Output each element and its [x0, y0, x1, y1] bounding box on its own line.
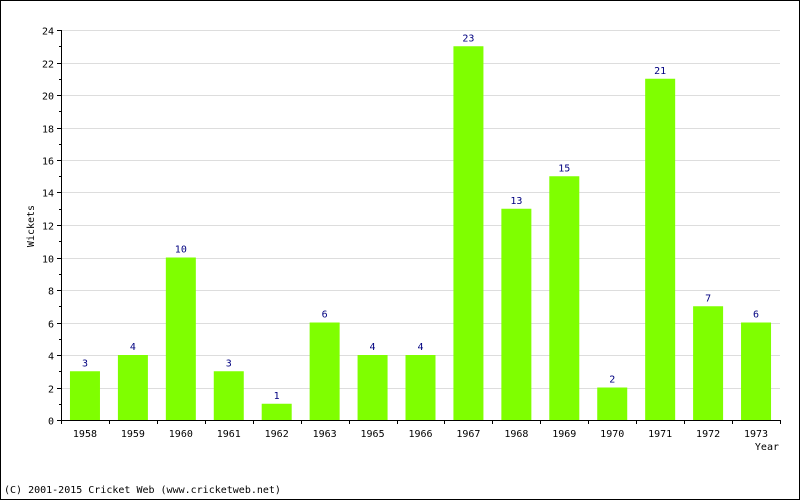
- data-label: 10: [175, 245, 187, 256]
- data-label: 4: [417, 342, 423, 353]
- bar: [213, 371, 244, 420]
- data-label: 6: [753, 310, 759, 321]
- x-tick-label: 1961: [217, 429, 241, 440]
- data-label: 6: [322, 310, 328, 321]
- bar: [741, 322, 772, 420]
- bar: [645, 78, 676, 420]
- x-tick-label: 1973: [744, 429, 768, 440]
- data-label: 4: [130, 342, 136, 353]
- y-axis-label: Wickets: [26, 205, 37, 247]
- bar: [693, 306, 724, 420]
- y-tick-label: 4: [48, 352, 54, 363]
- y-tick-label: 14: [42, 189, 54, 200]
- axes: [57, 30, 781, 424]
- bar: [549, 176, 580, 420]
- bar: [261, 403, 292, 420]
- bar: [453, 46, 484, 420]
- x-tick-label: 1972: [696, 429, 720, 440]
- y-tick-label: 22: [42, 60, 54, 71]
- data-label: 15: [558, 163, 570, 174]
- x-tick-label: 1958: [73, 429, 97, 440]
- x-tick-labels: 1958 1959 1960 1961 1962 1963 1965 1966 1967 1968…: [73, 429, 768, 440]
- bar: [165, 257, 196, 420]
- bars: [69, 46, 772, 420]
- bar: [117, 355, 148, 420]
- y-tick-label: 24: [42, 27, 54, 38]
- y-tick-label: 6: [48, 320, 54, 331]
- y-tick-label: 20: [42, 92, 54, 103]
- x-tick-label: 1969: [552, 429, 576, 440]
- y-tick-label: 2: [48, 385, 54, 396]
- x-tick-label: 1962: [265, 429, 289, 440]
- data-label: 21: [654, 66, 666, 77]
- x-tick-label: 1968: [504, 429, 528, 440]
- data-labels: 3 4 10 3 1 6 4 4 23 13 15 2 21 7 6: [82, 33, 759, 402]
- y-tick-label: 16: [42, 157, 54, 168]
- bar: [309, 322, 340, 420]
- data-label: 2: [609, 375, 615, 386]
- x-tick-label: 1963: [313, 429, 337, 440]
- x-tick-label: 1959: [121, 429, 145, 440]
- x-tick-label: 1971: [648, 429, 672, 440]
- y-tick-label: 8: [48, 287, 54, 298]
- x-tick-label: 1967: [456, 429, 480, 440]
- bar: [501, 208, 532, 420]
- bar: [357, 355, 388, 420]
- data-label: 3: [82, 358, 88, 369]
- bar: [69, 371, 100, 420]
- data-label: 1: [274, 391, 280, 402]
- data-label: 13: [510, 196, 522, 207]
- x-tick-label: 1965: [361, 429, 385, 440]
- y-tick-label: 10: [42, 255, 54, 266]
- x-axis-label: Year: [755, 442, 779, 453]
- bar: [597, 387, 628, 420]
- y-tick-label: 18: [42, 125, 54, 136]
- x-tick-label: 1966: [408, 429, 432, 440]
- data-label: 3: [226, 358, 232, 369]
- y-tick-label: 12: [42, 222, 54, 233]
- copyright-text: (C) 2001-2015 Cricket Web (www.cricketwe…: [4, 485, 281, 496]
- y-tick-label: 0: [48, 417, 54, 428]
- data-label: 4: [370, 342, 376, 353]
- x-tick-label: 1960: [169, 429, 193, 440]
- data-label: 7: [705, 293, 711, 304]
- bar: [405, 355, 436, 420]
- x-tick-label: 1970: [600, 429, 624, 440]
- data-label: 23: [462, 33, 474, 44]
